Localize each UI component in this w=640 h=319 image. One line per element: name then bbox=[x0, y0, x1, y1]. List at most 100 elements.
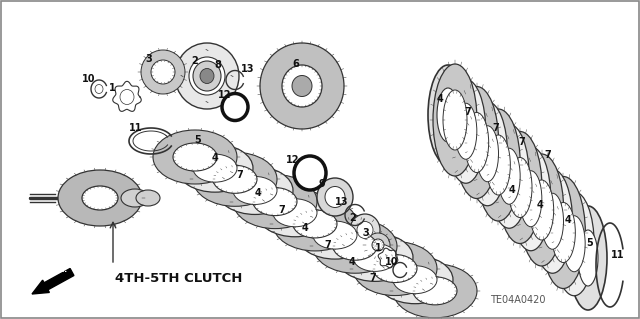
Ellipse shape bbox=[373, 255, 417, 283]
Ellipse shape bbox=[325, 187, 345, 207]
Ellipse shape bbox=[530, 180, 554, 240]
Ellipse shape bbox=[393, 264, 477, 318]
Text: 7: 7 bbox=[237, 170, 243, 180]
Ellipse shape bbox=[511, 147, 551, 251]
Ellipse shape bbox=[377, 256, 453, 304]
Text: 13: 13 bbox=[241, 64, 255, 74]
Text: 4: 4 bbox=[212, 153, 218, 163]
Text: 12: 12 bbox=[286, 155, 300, 165]
Text: 6: 6 bbox=[292, 59, 300, 69]
Text: 4: 4 bbox=[255, 188, 261, 198]
Text: 1: 1 bbox=[374, 243, 381, 253]
Ellipse shape bbox=[273, 199, 317, 227]
Ellipse shape bbox=[173, 143, 217, 171]
Ellipse shape bbox=[569, 206, 607, 310]
Ellipse shape bbox=[353, 241, 437, 295]
Text: 12: 12 bbox=[218, 90, 232, 100]
Ellipse shape bbox=[273, 197, 357, 251]
Ellipse shape bbox=[357, 221, 373, 239]
Text: 4: 4 bbox=[349, 257, 355, 267]
Ellipse shape bbox=[292, 76, 312, 97]
Text: 3: 3 bbox=[146, 54, 152, 64]
Text: 7: 7 bbox=[370, 273, 376, 283]
Ellipse shape bbox=[433, 64, 477, 176]
Text: 4: 4 bbox=[301, 223, 308, 233]
Ellipse shape bbox=[563, 216, 585, 272]
Ellipse shape bbox=[200, 69, 214, 84]
Text: 10: 10 bbox=[83, 74, 96, 84]
Ellipse shape bbox=[477, 126, 499, 182]
Text: 4: 4 bbox=[436, 94, 444, 104]
Text: 9: 9 bbox=[319, 179, 325, 189]
Ellipse shape bbox=[153, 130, 237, 184]
Ellipse shape bbox=[253, 188, 297, 216]
Ellipse shape bbox=[465, 113, 489, 173]
Ellipse shape bbox=[350, 214, 380, 246]
Ellipse shape bbox=[578, 230, 598, 286]
FancyArrow shape bbox=[32, 269, 74, 294]
Ellipse shape bbox=[520, 171, 542, 227]
Ellipse shape bbox=[455, 103, 477, 159]
Text: 7: 7 bbox=[518, 137, 525, 147]
Ellipse shape bbox=[95, 85, 103, 93]
Ellipse shape bbox=[317, 178, 353, 216]
Text: 7: 7 bbox=[493, 123, 499, 133]
Text: 7: 7 bbox=[324, 240, 332, 250]
Ellipse shape bbox=[217, 167, 293, 214]
Ellipse shape bbox=[372, 239, 384, 251]
Text: 1: 1 bbox=[109, 83, 115, 93]
Text: 2: 2 bbox=[349, 213, 356, 223]
Ellipse shape bbox=[541, 176, 586, 288]
Ellipse shape bbox=[297, 211, 373, 259]
Ellipse shape bbox=[121, 189, 149, 207]
Ellipse shape bbox=[554, 192, 594, 296]
Text: 4: 4 bbox=[536, 200, 543, 210]
Ellipse shape bbox=[313, 221, 357, 249]
Ellipse shape bbox=[177, 144, 253, 192]
Ellipse shape bbox=[293, 210, 337, 238]
Ellipse shape bbox=[313, 219, 397, 273]
Ellipse shape bbox=[82, 186, 118, 210]
Ellipse shape bbox=[428, 65, 468, 165]
Ellipse shape bbox=[141, 50, 185, 94]
Ellipse shape bbox=[257, 189, 333, 237]
Ellipse shape bbox=[489, 124, 529, 228]
Ellipse shape bbox=[175, 43, 239, 109]
Ellipse shape bbox=[393, 266, 437, 294]
Ellipse shape bbox=[233, 174, 317, 229]
Ellipse shape bbox=[443, 90, 467, 150]
Ellipse shape bbox=[222, 93, 248, 121]
Text: 3: 3 bbox=[363, 228, 369, 238]
Text: 13: 13 bbox=[335, 197, 349, 207]
Ellipse shape bbox=[213, 165, 257, 193]
Ellipse shape bbox=[120, 90, 134, 105]
Ellipse shape bbox=[467, 102, 508, 206]
Ellipse shape bbox=[136, 190, 160, 206]
Ellipse shape bbox=[476, 109, 520, 221]
Ellipse shape bbox=[193, 61, 221, 91]
Text: 4: 4 bbox=[509, 185, 515, 195]
Ellipse shape bbox=[353, 243, 397, 271]
Text: 7: 7 bbox=[545, 150, 552, 160]
Ellipse shape bbox=[437, 88, 459, 142]
Ellipse shape bbox=[58, 170, 142, 226]
Ellipse shape bbox=[260, 43, 344, 129]
Ellipse shape bbox=[532, 169, 573, 273]
Ellipse shape bbox=[366, 233, 390, 257]
Ellipse shape bbox=[551, 203, 575, 263]
Ellipse shape bbox=[486, 135, 510, 195]
Ellipse shape bbox=[193, 154, 237, 182]
Ellipse shape bbox=[413, 277, 457, 305]
Ellipse shape bbox=[508, 158, 532, 218]
Text: 5: 5 bbox=[195, 135, 202, 145]
Ellipse shape bbox=[541, 193, 563, 249]
Text: 4: 4 bbox=[564, 215, 572, 225]
Ellipse shape bbox=[498, 148, 520, 204]
Text: TE04A0420: TE04A0420 bbox=[490, 295, 545, 305]
Ellipse shape bbox=[193, 152, 277, 206]
Ellipse shape bbox=[294, 156, 326, 190]
Ellipse shape bbox=[454, 86, 499, 198]
Ellipse shape bbox=[446, 79, 486, 183]
Text: 2: 2 bbox=[191, 56, 198, 66]
Ellipse shape bbox=[151, 60, 175, 84]
